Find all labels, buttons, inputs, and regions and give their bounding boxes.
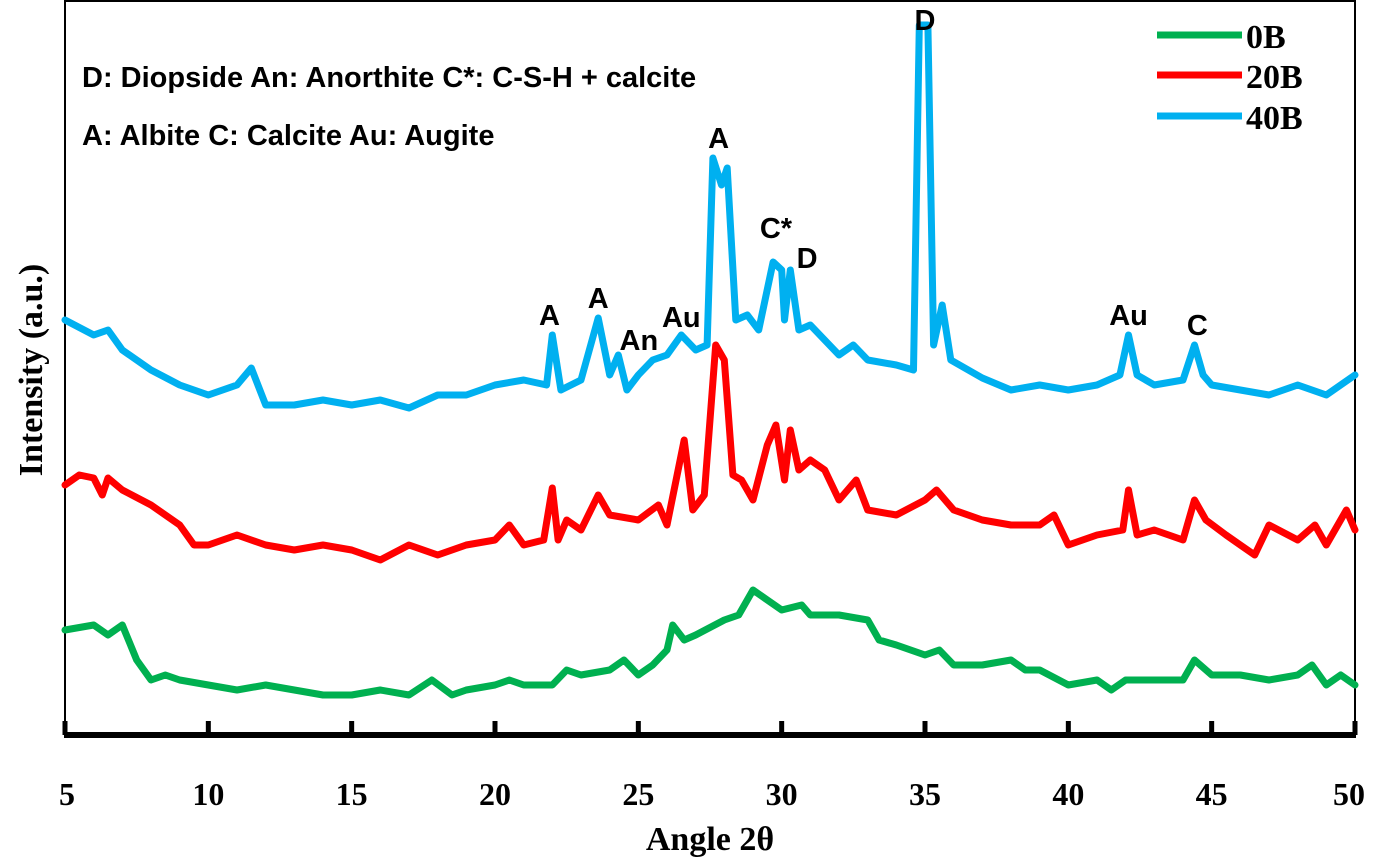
legend-label-20b: 20B [1246, 59, 1303, 96]
annotation-key-line1: D: Diopside An: Anorthite C*: C-S-H + ca… [82, 62, 696, 94]
x-tick-label: 40 [1052, 776, 1084, 812]
y-axis-title: Intensity (a.u.) [13, 264, 50, 477]
peak-label: D [915, 5, 936, 37]
x-axis-tick-labels: 5 10 15 20 25 30 35 40 45 50 [59, 776, 1365, 812]
annotation-key-line2: A: Albite C: Calcite Au: Augite [82, 120, 494, 152]
x-tick-label: 20 [479, 776, 511, 812]
x-tick-label: 10 [192, 776, 224, 812]
x-tick-label: 30 [766, 776, 798, 812]
x-tick-label: 35 [909, 776, 941, 812]
peak-label: Au [1109, 300, 1148, 332]
series-line-20b [61, 341, 1359, 564]
series-line-40b [61, 21, 1359, 412]
peak-label: C [1187, 310, 1208, 342]
peak-label: A [539, 300, 560, 332]
peak-label: D [797, 243, 818, 275]
x-axis-ticks [62, 721, 1358, 735]
peak-label: An [620, 325, 659, 357]
x-tick-label: 25 [622, 776, 654, 812]
peak-label: C* [760, 213, 793, 245]
x-tick-label: 15 [336, 776, 368, 812]
peak-label: A [708, 123, 729, 155]
legend-label-40b: 40B [1246, 100, 1303, 137]
legend: 0B 20B 40B [1157, 19, 1303, 137]
peak-label: Au [662, 302, 701, 334]
peak-label: A [588, 283, 609, 315]
series-line-0b [61, 586, 1359, 699]
series-layer [61, 21, 1359, 699]
x-tick-label: 50 [1333, 776, 1365, 812]
x-tick-label: 5 [59, 776, 75, 812]
x-axis-title: Angle 2θ [646, 821, 774, 858]
x-tick-label: 45 [1196, 776, 1228, 812]
legend-label-0b: 0B [1246, 19, 1286, 56]
